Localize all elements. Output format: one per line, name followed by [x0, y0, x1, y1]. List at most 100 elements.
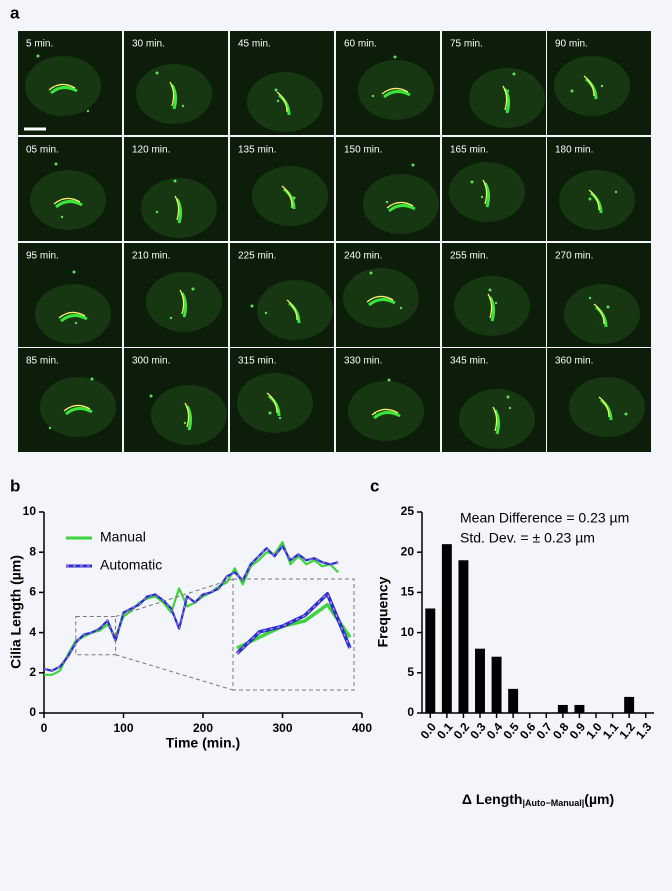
- speckle: [508, 406, 512, 410]
- speckle: [470, 180, 474, 184]
- frame-label: 300 min.: [132, 356, 170, 367]
- speckle: [191, 287, 195, 291]
- series-line-overlay: [236, 592, 351, 654]
- speckle: [512, 72, 516, 76]
- cilium: [185, 405, 193, 431]
- cell: [348, 381, 424, 441]
- cell: [35, 284, 111, 344]
- y-tick-label: 20: [401, 544, 415, 558]
- cilium: [585, 77, 598, 100]
- x-tick-label: 200: [193, 721, 213, 735]
- bar: [475, 648, 485, 713]
- speckle: [250, 304, 254, 308]
- speckle: [506, 395, 510, 399]
- x-tick-label: 300: [272, 721, 292, 735]
- frame-label: 150 min.: [344, 145, 382, 156]
- cilium-trace: [266, 392, 278, 414]
- series-line-overlay: [43, 545, 339, 672]
- x-axis-title: Δ Length|Auto−Manual|(µm): [462, 791, 614, 809]
- speckle: [181, 104, 185, 108]
- speckle: [480, 195, 484, 199]
- speckle: [60, 215, 64, 219]
- cilium: [60, 314, 88, 323]
- speckle: [278, 416, 282, 420]
- frame-label: 45 min.: [238, 39, 271, 50]
- speckle: [393, 55, 397, 59]
- cilium-trace: [179, 289, 185, 315]
- cilium-trace: [286, 299, 298, 321]
- speckle: [371, 94, 375, 98]
- frame-label: 90 min.: [555, 39, 588, 50]
- frame-label: 240 min.: [344, 251, 382, 262]
- speckle: [264, 311, 268, 315]
- y-tick-label: 4: [29, 625, 36, 639]
- cilium-trace: [502, 85, 508, 111]
- bar: [508, 688, 519, 713]
- frame-label: 135 min.: [238, 145, 276, 156]
- frame-label: 165 min.: [450, 145, 488, 156]
- speckle: [155, 71, 159, 75]
- speckle: [488, 288, 492, 292]
- cilium: [595, 305, 608, 328]
- frame-label: 360 min.: [555, 356, 593, 367]
- x-tick-label: 100: [113, 721, 133, 735]
- frame-label: 345 min.: [450, 356, 488, 367]
- y-axis-title: Frequency: [375, 576, 391, 647]
- cell: [25, 56, 101, 116]
- x-axis-title-main: Δ Length: [462, 791, 523, 807]
- frame-label: 30 min.: [132, 39, 165, 50]
- cilium-trace: [482, 179, 488, 205]
- cilium-trace: [48, 83, 76, 91]
- y-tick-label: 0: [407, 705, 414, 719]
- speckle: [387, 378, 391, 382]
- cell: [30, 170, 106, 230]
- cell: [343, 268, 419, 328]
- speckle: [369, 271, 373, 275]
- frame-label: 225 min.: [238, 251, 276, 262]
- series-line: [236, 602, 352, 650]
- y-tick-label: 5: [407, 665, 414, 679]
- cilium-trace: [386, 201, 414, 209]
- speckle: [173, 179, 177, 183]
- cilium: [278, 93, 291, 116]
- cilium: [55, 200, 83, 209]
- cilium-trace: [593, 303, 605, 325]
- frame-label: 95 min.: [26, 251, 59, 262]
- speckle: [268, 411, 272, 415]
- speckle: [600, 84, 604, 88]
- cilium-trace: [588, 189, 600, 211]
- speckle: [588, 296, 592, 300]
- bar: [574, 704, 585, 713]
- speckle: [276, 99, 280, 103]
- speckle: [54, 162, 58, 166]
- cilium: [283, 187, 296, 210]
- speckle: [570, 89, 574, 93]
- cell: [40, 377, 116, 437]
- frame-label: 85 min.: [26, 356, 59, 367]
- cilium: [170, 84, 178, 110]
- speckle: [624, 412, 628, 416]
- cilium-trace: [63, 404, 91, 412]
- cilium-trace: [381, 87, 409, 95]
- speckle: [183, 421, 187, 425]
- speckle: [149, 394, 153, 398]
- speckle: [588, 197, 592, 201]
- cilium: [50, 86, 78, 95]
- cilium: [590, 191, 603, 214]
- cilium-trace: [492, 406, 498, 432]
- y-tick-label: 0: [29, 705, 36, 719]
- frame-label: 270 min.: [555, 251, 593, 262]
- frame-label: 315 min.: [238, 356, 276, 367]
- y-tick-label: 10: [23, 504, 37, 518]
- cilium: [503, 88, 511, 114]
- panel-label: c: [370, 476, 379, 495]
- legend-label: Manual: [100, 529, 146, 545]
- y-tick-label: 8: [29, 544, 36, 558]
- x-axis-title-subscript: |Auto−Manual|: [522, 798, 584, 808]
- speckle: [399, 306, 403, 310]
- cilium: [483, 182, 491, 208]
- y-tick-label: 6: [29, 585, 36, 599]
- cell: [358, 60, 434, 120]
- speckle: [606, 305, 610, 309]
- speckle: [36, 54, 40, 58]
